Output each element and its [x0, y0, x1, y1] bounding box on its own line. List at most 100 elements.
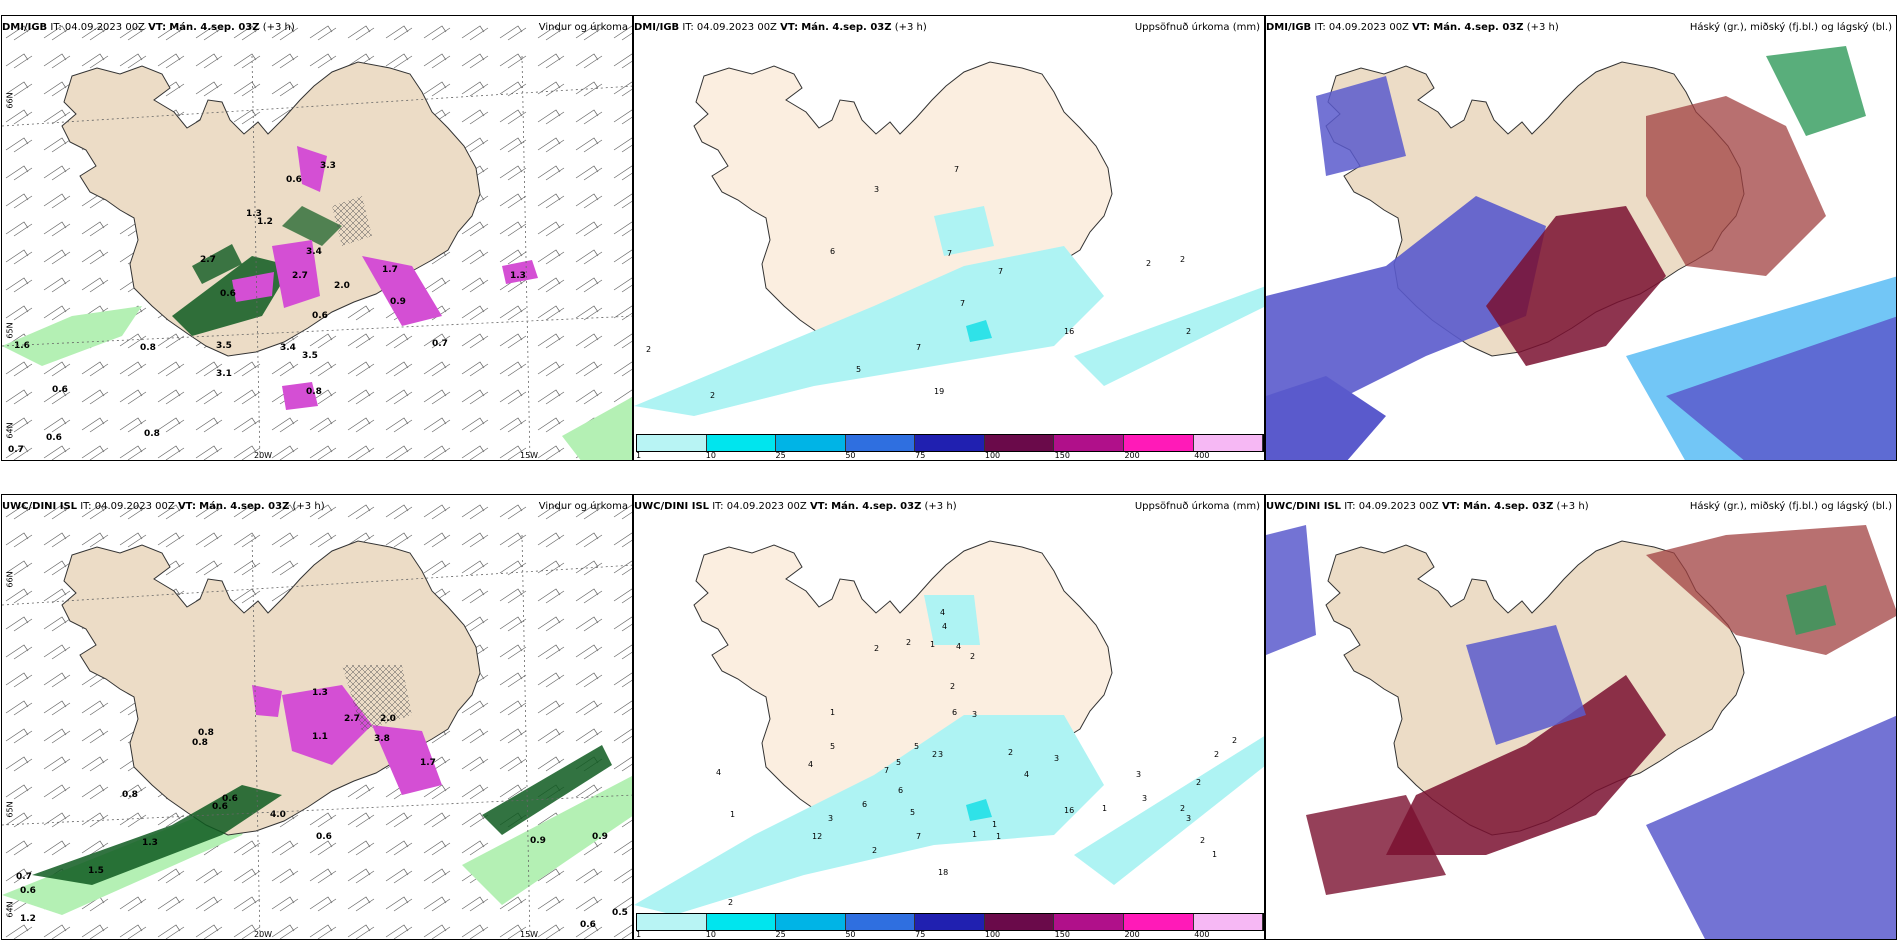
value-label: 16 — [1064, 327, 1074, 336]
precip-area-light — [462, 776, 632, 905]
value-label: 0.9 — [592, 832, 608, 842]
lat-label-66n: 66N — [5, 571, 15, 588]
value-label: 3.4 — [306, 247, 322, 257]
value-label: 0.6 — [220, 289, 236, 299]
value-label: 3 — [1186, 814, 1191, 823]
lon-label-15w: 15W — [520, 451, 539, 460]
precip-magenta — [362, 256, 442, 326]
colorbar-swatch — [1193, 435, 1264, 451]
colorbar-label: 10 — [705, 930, 716, 939]
panel-bottom-middle-accum-precip: UWC/DINI ISL IT: 04.09.2023 00Z VT: Mán.… — [633, 494, 1265, 940]
value-label: 1.3 — [510, 271, 526, 281]
lon-label-15w: 15W — [520, 930, 539, 939]
value-label: 6 — [830, 247, 835, 256]
hatched-area — [332, 196, 372, 246]
value-label: 5 — [896, 758, 901, 767]
colorbar-swatch — [1193, 914, 1264, 930]
precip-area-light — [934, 206, 994, 256]
value-label: 2 — [1180, 804, 1185, 813]
value-label: 0.6 — [222, 794, 238, 804]
value-label: 1.5 — [88, 866, 104, 876]
value-label: 2.7 — [292, 271, 308, 281]
value-label: 6 — [952, 708, 957, 717]
panel-title: Háský (gr.), miðský (fj.bl.) og lágský (… — [1689, 22, 1892, 33]
cloud-mid — [1266, 196, 1546, 436]
precip-values: 7 3 6 7 7 7 2 2 2 7 2 5 2 19 16 — [646, 165, 1191, 400]
precip-area-dark — [32, 785, 282, 885]
colorbar-swatch — [845, 914, 916, 930]
colorbar — [636, 434, 1264, 452]
value-label: 5 — [830, 742, 835, 751]
panel-bottom-right-clouds: UWC/DINI ISL IT: 04.09.2023 00Z VT: Mán.… — [1265, 494, 1897, 940]
value-label: 0.9 — [390, 297, 406, 307]
value-label: 1.3 — [246, 209, 262, 219]
panel-title: Uppsöfnuð úrkoma (mm) — [1134, 22, 1260, 33]
value-label: 0.6 — [286, 175, 302, 185]
lat-label-64n: 64N — [5, 422, 15, 439]
value-label: 0.6 — [316, 832, 332, 842]
panel-top-right-clouds: DMI/IGB IT: 04.09.2023 00Z VT: Mán. 4.se… — [1265, 15, 1897, 461]
value-label: 2 — [1146, 259, 1151, 268]
value-label: 2 — [906, 638, 911, 647]
precip-area-light — [2, 306, 142, 366]
value-label: 2 — [950, 682, 955, 691]
value-label: 2 — [1186, 327, 1191, 336]
value-label: 2 — [1180, 255, 1185, 264]
precip-magenta — [282, 685, 372, 765]
value-label: 0.5 — [612, 908, 628, 918]
value-label: 19 — [934, 387, 944, 396]
cloud-mid — [1266, 525, 1316, 655]
value-label: 2.7 — [200, 255, 216, 265]
value-label: 0.8 — [140, 343, 156, 353]
value-label: 1.2 — [257, 217, 273, 227]
colorbar-label: 10 — [705, 451, 716, 460]
value-label: 1 — [1102, 804, 1107, 813]
precip-magenta — [232, 272, 274, 302]
value-label: 2 — [728, 898, 733, 907]
value-label: 1.3 — [312, 688, 328, 698]
value-label: 7 — [960, 299, 965, 308]
panel-header: DMI/IGB IT: 04.09.2023 00Z VT: Mán. 4.se… — [2, 22, 295, 33]
cloud-high — [1386, 675, 1666, 855]
value-label: 2.0 — [380, 714, 396, 724]
value-label: 0.6 — [52, 385, 68, 395]
precip-area-dark — [192, 244, 242, 284]
value-label: 1.1 — [312, 732, 328, 742]
colorbar-swatch — [984, 435, 1055, 451]
colorbar-label: 25 — [775, 451, 786, 460]
precip-area-light — [1074, 286, 1264, 386]
colorbar-label: 150 — [1054, 930, 1070, 939]
value-label: 3 — [1054, 754, 1059, 763]
cloud-mid — [1266, 376, 1386, 460]
value-label: 7 — [884, 766, 889, 775]
colorbar-swatch — [1054, 914, 1124, 930]
colorbar-swatch — [1123, 435, 1194, 451]
precip-magenta — [502, 260, 538, 284]
value-label: 2 — [1232, 736, 1237, 745]
value-label: 1 — [996, 832, 1001, 841]
precip-area-light — [634, 715, 1104, 915]
colorbar-label: 400 — [1194, 451, 1210, 460]
value-label: 5 — [856, 365, 861, 374]
value-label: 4 — [808, 760, 813, 769]
colorbar-swatch — [776, 435, 846, 451]
value-label: 0.7 — [8, 445, 24, 455]
lat-label-65n: 65N — [5, 322, 15, 339]
value-label: 1.2 — [20, 914, 36, 924]
map-accum-precip: 7 3 6 7 7 7 2 2 2 7 2 5 2 19 16 — [634, 61, 1264, 416]
colorbar-label: 200 — [1124, 930, 1140, 939]
colorbar-label: 75 — [915, 451, 926, 460]
value-label: 1.3 — [142, 838, 158, 848]
cloud-mid — [1646, 715, 1896, 939]
value-label: 2 — [646, 345, 651, 354]
value-label: 3.3 — [320, 161, 336, 171]
value-label: 3 — [874, 185, 879, 194]
precip-magenta — [297, 146, 327, 192]
value-label: 2 — [1214, 750, 1219, 759]
value-label: 2.7 — [344, 714, 360, 724]
colorbar-label: 100 — [984, 451, 1001, 460]
colorbar — [636, 913, 1264, 931]
value-label: 3 — [1142, 794, 1147, 803]
value-label: 4 — [956, 642, 961, 651]
panel-title: Uppsöfnuð úrkoma (mm) — [1134, 501, 1260, 512]
